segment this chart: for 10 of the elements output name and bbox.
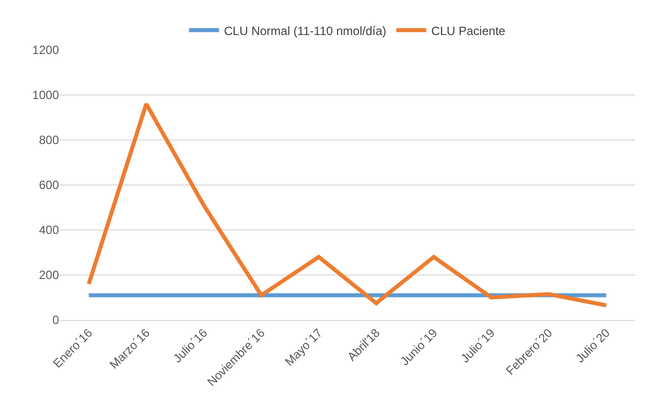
y-tick-label: 800 (38, 133, 60, 148)
y-tick-label: 0 (52, 313, 60, 328)
line-series (86, 102, 608, 308)
y-tick-label: 200 (38, 268, 60, 282)
legend-label: CLU Normal (11-110 nmol/día) (224, 24, 386, 38)
legend-label: CLU Paciente (431, 24, 506, 38)
y-tick-label: 1000 (32, 88, 60, 102)
y-tick-label: 400 (38, 223, 60, 238)
y-tick-label: 1200 (32, 43, 60, 58)
y-tick-label: 600 (38, 178, 60, 192)
